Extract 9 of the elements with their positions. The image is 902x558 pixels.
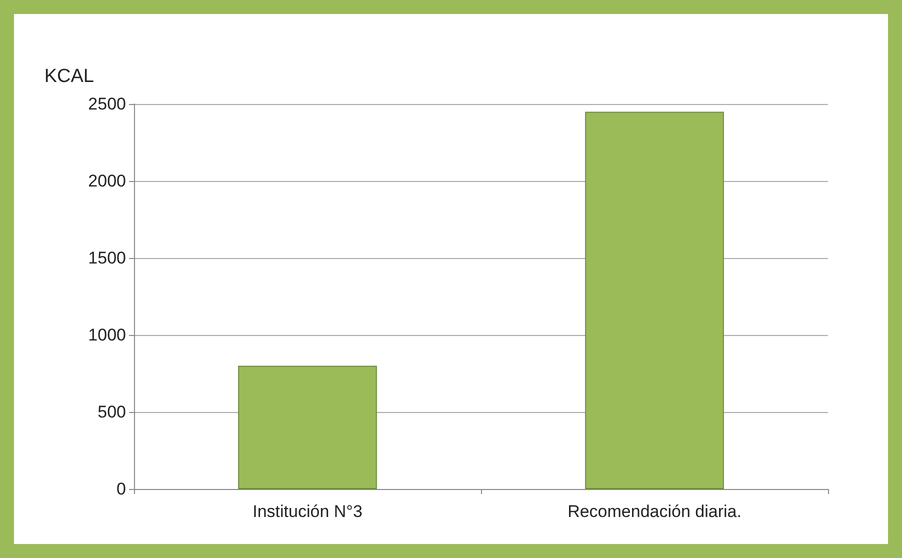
y-tick-label: 1000 [88,326,126,344]
y-tick-label: 1500 [88,248,126,268]
y-tick-label: 2000 [88,172,126,190]
y-tick-label: 0 [116,480,126,498]
x-tick-label: Recomendación diaria. [568,502,742,521]
y-tick-label: 2500 [88,94,126,114]
y-axis-title: KCAL [44,66,94,87]
y-tick-label: 500 [98,402,126,422]
x-tick-label: Institución N°3 [252,502,362,521]
